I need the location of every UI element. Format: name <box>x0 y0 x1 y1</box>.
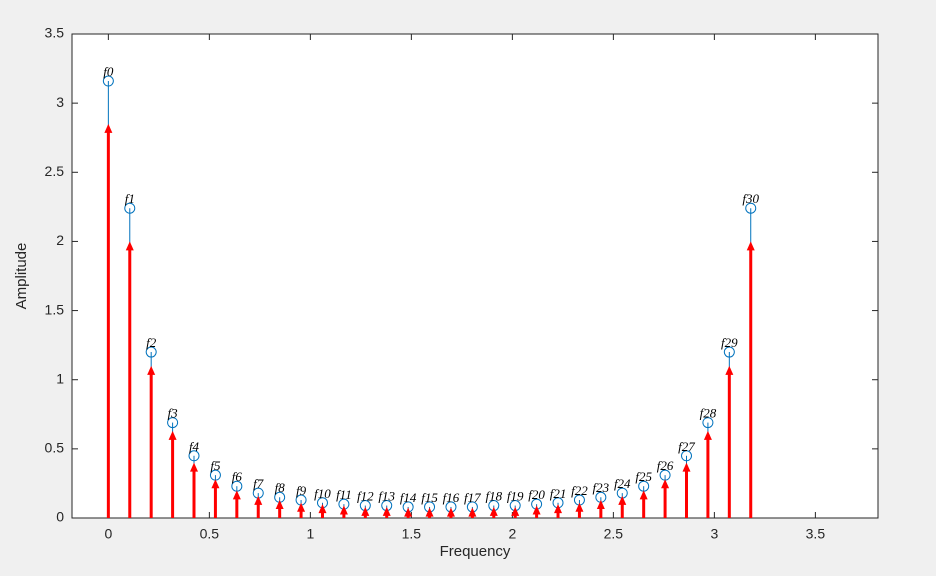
point-label: f10 <box>314 486 331 501</box>
y-axis-label: Amplitude <box>13 243 30 310</box>
point-label: f1 <box>125 191 135 206</box>
arrow-stem <box>125 241 134 518</box>
arrow-stem <box>446 507 455 518</box>
arrow-stem <box>318 504 327 518</box>
y-tick-label: 1 <box>56 370 64 386</box>
point-label: f17 <box>464 490 481 505</box>
stem-marker <box>124 202 136 214</box>
point-label: f16 <box>443 490 460 505</box>
plot-area <box>71 33 879 519</box>
point-label: f15 <box>421 490 438 505</box>
point-label: f29 <box>721 335 738 350</box>
arrow-stem <box>725 365 734 518</box>
stem-marker <box>145 346 157 358</box>
point-label: f21 <box>550 486 567 501</box>
x-tick-label: 1 <box>306 526 314 542</box>
point-label: f13 <box>378 489 395 504</box>
arrow-stem <box>532 505 541 518</box>
arrow-stem <box>232 490 241 518</box>
stem-marker <box>702 417 714 429</box>
arrow-stem <box>168 430 177 518</box>
y-tick-label: 1.5 <box>45 301 65 317</box>
arrow-stem <box>361 506 370 518</box>
point-label: f6 <box>232 469 243 484</box>
stem-marker <box>680 450 692 462</box>
point-label: f14 <box>400 490 417 505</box>
arrow-stem <box>425 507 434 518</box>
arrow-stem <box>511 506 520 518</box>
arrow-stem <box>703 430 712 518</box>
point-label: f4 <box>189 439 200 454</box>
arrow-stem <box>254 495 263 518</box>
point-label: f28 <box>700 406 717 421</box>
point-label: f20 <box>528 487 545 502</box>
point-label: f9 <box>296 483 307 498</box>
stem-marker <box>167 417 179 429</box>
point-label: f5 <box>210 458 221 473</box>
arrow-stem <box>682 462 691 518</box>
x-tick-label: 2 <box>508 526 516 542</box>
arrow-stem <box>104 123 113 518</box>
x-tick-label: 3.5 <box>806 526 826 542</box>
x-axis-label: Frequency <box>440 543 511 560</box>
x-tick-label: 2.5 <box>604 526 624 542</box>
y-tick-label: 2.5 <box>45 163 65 179</box>
point-label: f24 <box>614 476 631 491</box>
point-label: f3 <box>168 406 179 421</box>
arrow-stem <box>489 506 498 518</box>
arrow-stem <box>746 241 755 518</box>
arrow-stem <box>275 500 284 518</box>
x-tick-label: 0 <box>104 526 112 542</box>
arrow-stem <box>382 506 391 518</box>
point-label: f27 <box>678 439 695 454</box>
arrow-stem <box>190 462 199 518</box>
arrow-stem <box>468 507 477 518</box>
arrow-stem <box>147 365 156 518</box>
point-label: f7 <box>253 476 264 491</box>
point-label: f19 <box>507 489 524 504</box>
point-label: f23 <box>593 480 610 495</box>
x-tick-label: 1.5 <box>402 526 422 542</box>
point-label: f2 <box>146 335 157 350</box>
arrow-stem <box>618 495 627 518</box>
arrow-stem <box>661 479 670 518</box>
y-tick-label: 3 <box>56 94 64 110</box>
point-label: f0 <box>103 64 114 79</box>
x-tick-label: 0.5 <box>200 526 220 542</box>
arrow-stem <box>404 507 413 518</box>
point-label: f26 <box>657 458 674 473</box>
point-label: f8 <box>275 480 286 495</box>
stem-marker <box>745 202 757 214</box>
point-label: f11 <box>336 487 352 502</box>
point-label: f30 <box>742 191 759 206</box>
y-tick-label: 0.5 <box>45 440 65 456</box>
arrow-stem <box>297 502 306 518</box>
point-label: f18 <box>485 489 502 504</box>
arrow-stem <box>575 502 584 518</box>
stem-marker <box>723 346 735 358</box>
point-label: f25 <box>635 469 652 484</box>
point-label: f22 <box>571 483 588 498</box>
arrow-stem <box>554 504 563 518</box>
point-label: f12 <box>357 489 374 504</box>
stem-marker <box>188 450 200 462</box>
arrow-stem <box>211 479 220 518</box>
y-tick-label: 2 <box>56 232 64 248</box>
y-tick-label: 0 <box>56 509 64 525</box>
y-tick-label: 3.5 <box>45 25 65 41</box>
arrow-stem <box>596 500 605 518</box>
stem-marker <box>102 75 114 87</box>
arrow-stem <box>639 490 648 518</box>
arrow-stem <box>339 505 348 518</box>
x-tick-label: 3 <box>710 526 718 542</box>
